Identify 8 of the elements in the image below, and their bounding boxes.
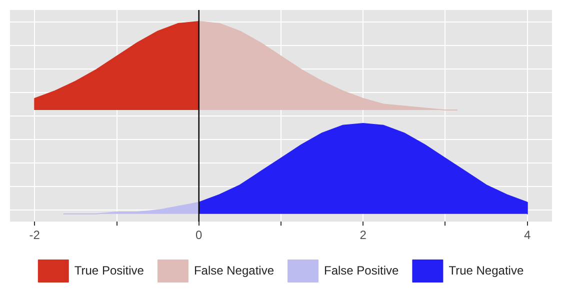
x-tick-label: 2 (360, 228, 367, 242)
x-tick-label: -2 (29, 228, 40, 242)
legend-label: False Negative (194, 263, 274, 278)
legend-label: True Negative (448, 263, 524, 278)
x-tick-label: 4 (524, 228, 532, 242)
legend-label: True Positive (74, 263, 144, 278)
legend-label: False Positive (324, 263, 400, 278)
x-tick-label: 0 (196, 228, 203, 242)
